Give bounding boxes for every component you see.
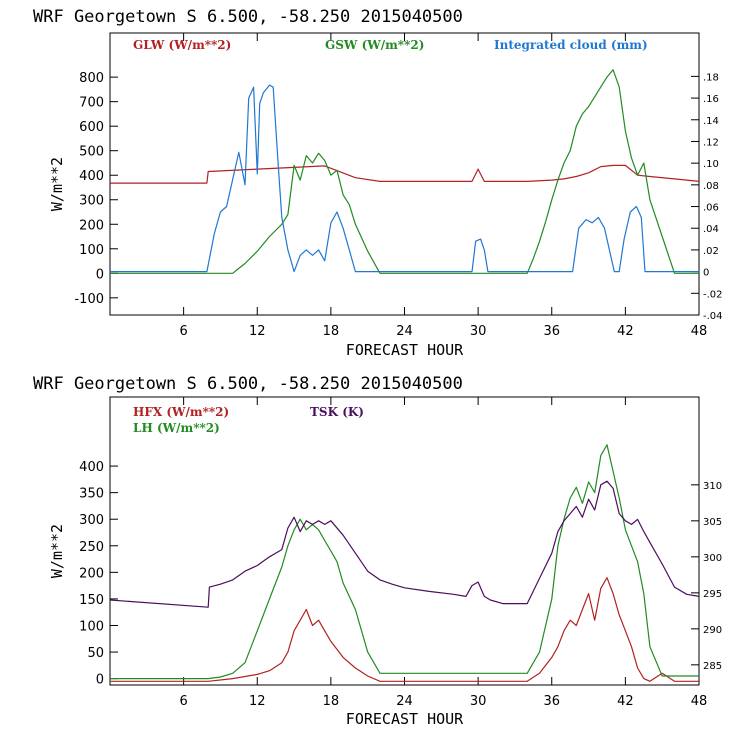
chart-title: WRF Georgetown S 6.500, -58.250 20150405… — [33, 374, 463, 394]
x-tick-label: 6 — [179, 324, 187, 339]
legend-entry-1: GLW (W/m**2) — [133, 38, 231, 52]
y-tick-label: 100 — [79, 619, 104, 634]
y2-tick-label: -.02 — [703, 289, 723, 300]
x-tick-label: 30 — [470, 324, 487, 339]
legend-entry-1: HFX (W/m**2) — [133, 405, 229, 419]
y2-tick-label: 300 — [703, 553, 722, 564]
y-axis-label: W/m**2 — [48, 524, 66, 578]
y2-tick-label: 285 — [703, 661, 722, 672]
series-line-1 — [110, 164, 700, 184]
x-tick-label: 36 — [543, 694, 560, 709]
y-tick-label: 0 — [96, 673, 104, 688]
y-tick-label: 600 — [79, 120, 104, 135]
y-tick-label: 200 — [79, 566, 104, 581]
y-tick-label: 50 — [87, 646, 104, 661]
y-tick-label: 400 — [79, 460, 104, 475]
x-axis-label: FORECAST HOUR — [346, 341, 464, 359]
plot-frame — [109, 396, 700, 686]
legend-entry-2: LH (W/m**2) — [133, 421, 220, 435]
legend-entry-3: Integrated cloud (mm) — [494, 38, 648, 52]
y-axis-label: W/m**2 — [48, 157, 66, 211]
x-axis-label: FORECAST HOUR — [346, 710, 464, 728]
series-line-3 — [110, 84, 699, 273]
x-tick-label: 48 — [691, 694, 708, 709]
x-tick-label: 42 — [617, 694, 634, 709]
x-tick-label: 18 — [323, 694, 340, 709]
chart-title: WRF Georgetown S 6.500, -58.250 20150405… — [33, 7, 463, 27]
series-line-2 — [110, 69, 699, 274]
y-tick-label: -100 — [74, 292, 104, 307]
x-tick-label: 18 — [323, 324, 340, 339]
y2-tick-label: 0 — [703, 268, 709, 279]
y2-tick-label: .16 — [703, 94, 719, 105]
y2-tick-label: .02 — [703, 246, 719, 257]
y2-tick-label: 310 — [703, 481, 722, 492]
y-tick-label: 0 — [96, 267, 104, 282]
x-tick-label: 12 — [249, 324, 266, 339]
legend-entry-3: TSK (K) — [310, 405, 364, 419]
chart-panel-2: WRF Georgetown S 6.500, -58.250 20150405… — [33, 374, 722, 728]
y-tick-label: 150 — [79, 593, 104, 608]
y2-tick-label: .18 — [703, 72, 719, 83]
x-tick-label: 42 — [617, 324, 634, 339]
y2-tick-label: .08 — [703, 181, 719, 192]
y2-tick-label: .14 — [703, 116, 719, 127]
y-tick-label: 250 — [79, 540, 104, 555]
y2-tick-label: 305 — [703, 517, 722, 528]
y-tick-label: 500 — [79, 145, 104, 160]
x-tick-label: 48 — [691, 324, 708, 339]
y-tick-label: 800 — [79, 71, 104, 86]
x-tick-label: 24 — [396, 694, 413, 709]
y-tick-label: 100 — [79, 243, 104, 258]
y2-tick-label: -.04 — [703, 311, 723, 322]
x-tick-label: 6 — [179, 694, 187, 709]
y-tick-label: 200 — [79, 218, 104, 233]
y-tick-label: 350 — [79, 487, 104, 502]
series-line-3 — [109, 480, 700, 608]
y2-tick-label: 295 — [703, 589, 722, 600]
x-tick-label: 24 — [396, 324, 413, 339]
x-tick-label: 12 — [249, 694, 266, 709]
x-tick-label: 30 — [470, 694, 487, 709]
chart-panel-1: WRF Georgetown S 6.500, -58.250 20150405… — [33, 7, 723, 359]
y2-tick-label: .06 — [703, 203, 719, 214]
y2-tick-label: .04 — [703, 224, 719, 235]
legend-entry-2: GSW (W/m**2) — [325, 38, 424, 52]
y-tick-label: 300 — [79, 513, 104, 528]
x-tick-label: 36 — [543, 324, 560, 339]
series-line-1 — [110, 577, 699, 682]
series-line-2 — [110, 444, 699, 680]
y-tick-label: 700 — [79, 96, 104, 111]
y2-tick-label: .12 — [703, 137, 719, 148]
y-tick-label: 400 — [79, 169, 104, 184]
y2-tick-label: .10 — [703, 159, 719, 170]
y-tick-label: 300 — [79, 194, 104, 209]
y2-tick-label: 290 — [703, 625, 722, 636]
